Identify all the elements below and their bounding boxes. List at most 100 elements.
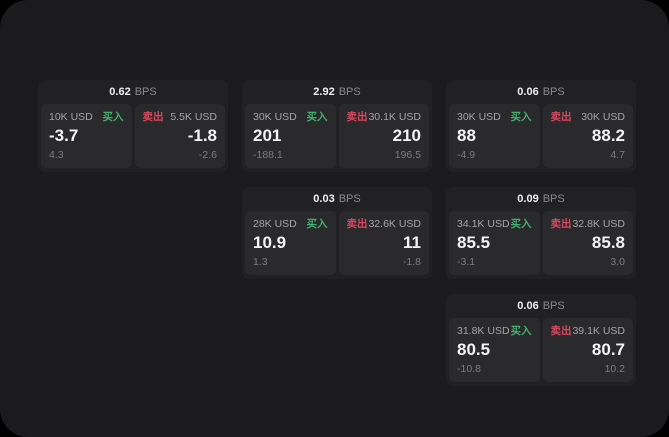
buy-panel-top: 28K USD 买入 <box>253 218 328 231</box>
sell-side-label: 卖出 <box>550 325 572 337</box>
sell-amount: 39.1K USD <box>572 325 625 337</box>
bps-unit-label: BPS <box>134 86 157 98</box>
sell-price: 80.7 <box>591 340 625 359</box>
buy-amount: 30K USD <box>457 111 501 123</box>
buy-change: -188.1 <box>253 149 283 161</box>
sell-price: 88.2 <box>591 126 625 145</box>
sell-panel-top: 卖出 5.5K USD <box>143 111 218 124</box>
buy-side-label: 买入 <box>306 111 328 123</box>
sell-price: 85.8 <box>591 233 625 252</box>
sell-amount: 32.6K USD <box>368 218 421 230</box>
sell-side-label: 卖出 <box>142 111 164 123</box>
bps-value: 0.03 <box>313 193 335 205</box>
buy-amount: 34.1K USD <box>457 218 510 230</box>
sell-panel[interactable]: 卖出 32.8K USD 85.8 3.0 <box>542 211 633 275</box>
sell-panel-top: 卖出 32.6K USD <box>347 218 422 231</box>
sell-panel[interactable]: 卖出 39.1K USD 80.7 10.2 <box>542 318 633 382</box>
buy-panel-top: 30K USD 买入 <box>457 111 532 124</box>
bps-value: 0.09 <box>517 193 539 205</box>
bps-value: 0.06 <box>517 300 539 312</box>
buy-panel[interactable]: 28K USD 买入 10.9 1.3 <box>245 211 336 275</box>
sell-change: 10.2 <box>604 363 625 375</box>
buy-panel[interactable]: 30K USD 买入 88 -4.9 <box>449 104 540 168</box>
sell-change: 4.7 <box>610 149 625 161</box>
buy-price: -3.7 <box>49 126 79 145</box>
quote-panels: 30K USD 买入 201 -188.1 卖出 30.1K USD 210 1… <box>242 104 432 172</box>
bps-header: 2.92 BPS <box>242 80 432 104</box>
buy-panel-top: 34.1K USD 买入 <box>457 218 532 231</box>
buy-amount: 10K USD <box>49 111 93 123</box>
bps-header: 0.06 BPS <box>446 80 636 104</box>
sell-change: 196.5 <box>394 149 421 161</box>
buy-change: -10.8 <box>457 363 481 375</box>
buy-panel-top: 10K USD 买入 <box>49 111 124 124</box>
buy-price: 88 <box>457 126 476 145</box>
sell-change: 3.0 <box>610 256 625 268</box>
buy-change: 4.3 <box>49 149 64 161</box>
sell-amount: 30.1K USD <box>368 111 421 123</box>
buy-panel[interactable]: 34.1K USD 买入 85.5 -3.1 <box>449 211 540 275</box>
sell-panel-top: 卖出 39.1K USD <box>551 325 626 338</box>
sell-panel[interactable]: 卖出 30.1K USD 210 196.5 <box>338 104 429 168</box>
bps-unit-label: BPS <box>542 300 565 312</box>
quote-panels: 10K USD 买入 -3.7 4.3 卖出 5.5K USD -1.8 -2.… <box>38 104 228 172</box>
sell-panel-top: 卖出 30.1K USD <box>347 111 422 124</box>
sell-price: 210 <box>392 126 421 145</box>
quote-card: 0.06 BPS 31.8K USD 买入 80.5 -10.8 卖出 39.1K… <box>446 294 636 386</box>
sell-panel-top: 卖出 30K USD <box>551 111 626 124</box>
quote-card: 0.03 BPS 28K USD 买入 10.9 1.3 卖出 32.6K USD… <box>242 187 432 279</box>
sell-side-label: 卖出 <box>550 218 572 230</box>
buy-panel[interactable]: 31.8K USD 买入 80.5 -10.8 <box>449 318 540 382</box>
buy-panel[interactable]: 30K USD 买入 201 -188.1 <box>245 104 336 168</box>
bps-header: 0.03 BPS <box>242 187 432 211</box>
buy-panel-top: 30K USD 买入 <box>253 111 328 124</box>
buy-price: 201 <box>253 126 282 145</box>
bps-unit-label: BPS <box>338 193 361 205</box>
bps-value: 0.62 <box>109 86 131 98</box>
bps-value: 0.06 <box>517 86 539 98</box>
sell-panel[interactable]: 卖出 30K USD 88.2 4.7 <box>542 104 633 168</box>
buy-amount: 28K USD <box>253 218 297 230</box>
buy-amount: 31.8K USD <box>457 325 510 337</box>
quote-card: 0.09 BPS 34.1K USD 买入 85.5 -3.1 卖出 32.8K … <box>446 187 636 279</box>
bps-unit-label: BPS <box>542 193 565 205</box>
sell-panel-top: 卖出 32.8K USD <box>551 218 626 231</box>
quote-panels: 28K USD 买入 10.9 1.3 卖出 32.6K USD 11 -1.8 <box>242 211 432 279</box>
sell-change: -2.6 <box>198 149 217 161</box>
quote-panels: 30K USD 买入 88 -4.9 卖出 30K USD 88.2 4.7 <box>446 104 636 172</box>
quote-card: 0.06 BPS 30K USD 买入 88 -4.9 卖出 30K USD 88… <box>446 80 636 172</box>
buy-side-label: 买入 <box>510 218 532 230</box>
buy-amount: 30K USD <box>253 111 297 123</box>
buy-panel-top: 31.8K USD 买入 <box>457 325 532 338</box>
bps-header: 0.06 BPS <box>446 294 636 318</box>
buy-change: 1.3 <box>253 256 268 268</box>
buy-change: -3.1 <box>457 256 476 268</box>
bps-value: 2.92 <box>313 86 335 98</box>
bps-header: 0.09 BPS <box>446 187 636 211</box>
bps-header: 0.62 BPS <box>38 80 228 104</box>
quote-card: 2.92 BPS 30K USD 买入 201 -188.1 卖出 30.1K U… <box>242 80 432 172</box>
quote-panels: 34.1K USD 买入 85.5 -3.1 卖出 32.8K USD 85.8… <box>446 211 636 279</box>
buy-side-label: 买入 <box>510 325 532 337</box>
quote-panels: 31.8K USD 买入 80.5 -10.8 卖出 39.1K USD 80.… <box>446 318 636 386</box>
buy-price: 80.5 <box>457 340 491 359</box>
buy-side-label: 买入 <box>306 218 328 230</box>
quote-card: 0.62 BPS 10K USD 买入 -3.7 4.3 卖出 5.5K USD … <box>38 80 228 172</box>
sell-price: 11 <box>403 233 421 252</box>
buy-change: -4.9 <box>457 149 476 161</box>
sell-side-label: 卖出 <box>550 111 572 123</box>
sell-panel[interactable]: 卖出 5.5K USD -1.8 -2.6 <box>134 104 225 168</box>
sell-side-label: 卖出 <box>346 218 368 230</box>
buy-side-label: 买入 <box>510 111 532 123</box>
sell-price: -1.8 <box>187 126 217 145</box>
sell-panel[interactable]: 卖出 32.6K USD 11 -1.8 <box>338 211 429 275</box>
bps-unit-label: BPS <box>542 86 565 98</box>
buy-price: 85.5 <box>457 233 491 252</box>
buy-panel[interactable]: 10K USD 买入 -3.7 4.3 <box>41 104 132 168</box>
sell-side-label: 卖出 <box>346 111 368 123</box>
buy-price: 10.9 <box>253 233 287 252</box>
bps-unit-label: BPS <box>338 86 361 98</box>
sell-amount: 5.5K USD <box>170 111 217 123</box>
buy-side-label: 买入 <box>102 111 124 123</box>
